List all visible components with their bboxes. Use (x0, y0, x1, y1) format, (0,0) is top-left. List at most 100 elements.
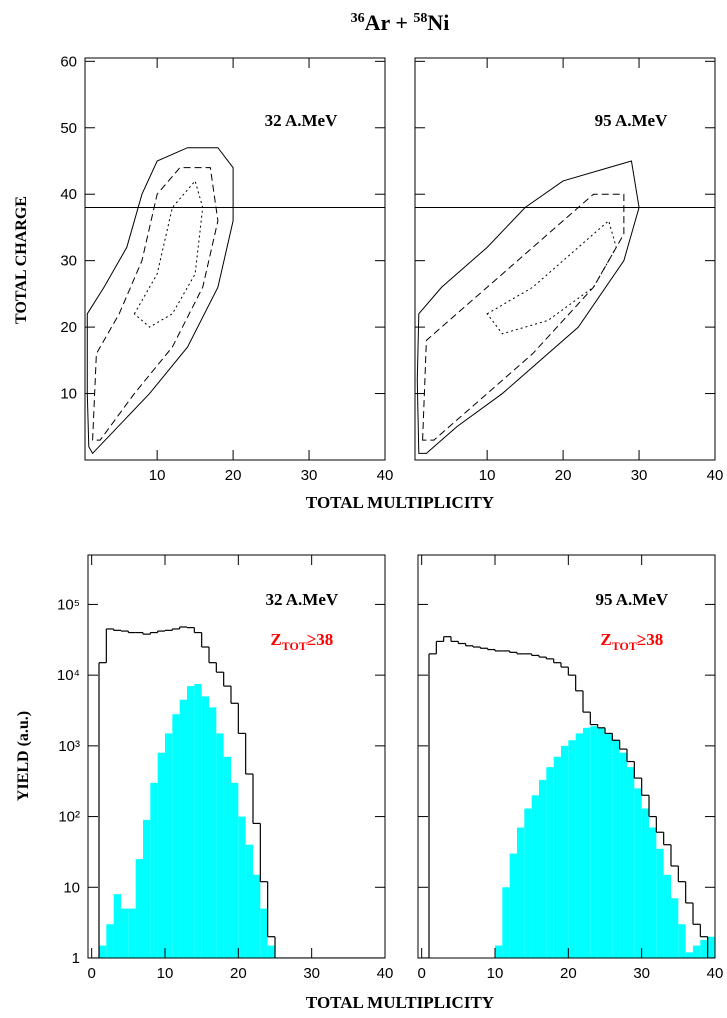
histogram-bar (685, 952, 693, 958)
x-tick-label: 0 (87, 965, 95, 982)
histogram-bar (605, 733, 613, 958)
histogram-bar (517, 827, 525, 958)
energy-label: 32 A.MeV (265, 111, 338, 130)
histogram-bar (216, 733, 224, 958)
x-tick-label: 20 (560, 965, 577, 982)
selection-label: ZTOT≥38 (270, 630, 333, 653)
contour-line (86, 147, 234, 455)
x-tick-label: 30 (633, 965, 650, 982)
histogram-bar (165, 733, 173, 958)
plot-frame (87, 554, 386, 959)
histogram-bar (590, 726, 598, 958)
histogram-bar (539, 779, 547, 958)
histogram-bar (568, 740, 576, 958)
histogram-bar (113, 894, 121, 958)
histogram-bar (693, 945, 701, 958)
x-tick-label: 10 (487, 965, 504, 982)
histogram-bar (194, 683, 202, 958)
title-mass: 58 (413, 11, 427, 26)
x-tick-label: 40 (707, 467, 724, 484)
plot-frame (84, 57, 386, 461)
x-axis-label: TOTAL MULTIPLICITY (306, 493, 494, 512)
histogram-bar (223, 756, 231, 958)
histogram-bar (509, 853, 517, 958)
histogram-bar (157, 752, 165, 958)
y-tick-label: 10⁵ (57, 596, 80, 613)
y-axis-label: YIELD (a.u.) (15, 711, 32, 801)
histogram-bar (260, 908, 268, 958)
histogram-bar (201, 696, 209, 958)
title-text: Ar + (365, 10, 414, 35)
x-tick-label: 30 (301, 467, 318, 484)
histogram-bar (619, 752, 627, 958)
y-tick-label: 1 (72, 950, 80, 967)
selection-label: ZTOT≥38 (600, 630, 663, 653)
contour-line (422, 193, 625, 441)
x-tick-label: 10 (149, 467, 166, 484)
plot-frame (417, 554, 716, 959)
histogram-bar (700, 939, 708, 958)
x-tick-label: 10 (157, 965, 174, 982)
x-tick-label: 40 (377, 467, 394, 484)
histogram-bar (707, 936, 715, 958)
x-tick-label: 20 (225, 467, 242, 484)
histogram-bar (583, 727, 591, 958)
y-tick-label: 10 (60, 386, 77, 403)
selection-symbol: Z (600, 630, 611, 649)
x-tick-label: 20 (555, 467, 572, 484)
histogram-bar (99, 945, 107, 958)
histogram-bar (128, 908, 136, 958)
x-axis-label: TOTAL MULTIPLICITY (306, 993, 494, 1012)
x-tick-label: 40 (377, 965, 394, 982)
y-tick-label: 40 (60, 186, 77, 203)
histogram-bar (649, 827, 657, 958)
histogram-bar (209, 707, 217, 958)
title-text: Ni (427, 10, 449, 35)
y-tick-label: 10² (58, 809, 80, 826)
selection-relation: ≥38 (307, 630, 333, 649)
histogram-bar (546, 767, 554, 958)
histogram-bar (612, 740, 620, 958)
contour-line (92, 167, 219, 441)
histogram-bar (502, 887, 510, 958)
contour-line (416, 160, 640, 454)
plot-area (416, 160, 640, 454)
histogram-bar (671, 898, 679, 958)
histogram-bar (106, 924, 114, 958)
y-tick-label: 10⁴ (57, 667, 80, 684)
histogram-bar (238, 816, 246, 958)
figure-title: 36Ar + 58Ni (351, 10, 450, 35)
histogram-bar (678, 924, 686, 958)
selection-subscript: TOT (612, 639, 637, 653)
histogram-bar (150, 782, 158, 958)
contour-line (486, 219, 617, 335)
plot-frame (414, 57, 716, 461)
x-tick-label: 30 (303, 965, 320, 982)
histogram-bar (656, 848, 664, 958)
title-mass: 36 (351, 11, 365, 26)
histogram-bar (553, 756, 561, 958)
histogram-bar (267, 945, 275, 958)
contour-line (133, 179, 204, 328)
histogram-bar (641, 808, 649, 958)
histogram-bar (531, 795, 539, 958)
histogram-bar (179, 699, 187, 958)
histogram-bar (495, 945, 503, 958)
y-tick-label: 10 (63, 879, 80, 896)
histogram-bar (627, 767, 635, 958)
selection-symbol: Z (270, 630, 281, 649)
x-tick-label: 0 (417, 965, 425, 982)
histogram-bar (561, 745, 569, 958)
histogram-bar (634, 788, 642, 958)
histogram-bar (253, 874, 261, 958)
y-tick-label: 50 (60, 120, 77, 137)
y-tick-label: 20 (60, 319, 77, 336)
histogram-bar (663, 874, 671, 958)
energy-label: 32 A.MeV (265, 590, 338, 609)
energy-label: 95 A.MeV (595, 111, 668, 130)
x-tick-label: 10 (479, 467, 496, 484)
histogram-bar (231, 782, 239, 958)
histogram-bar (575, 733, 583, 958)
